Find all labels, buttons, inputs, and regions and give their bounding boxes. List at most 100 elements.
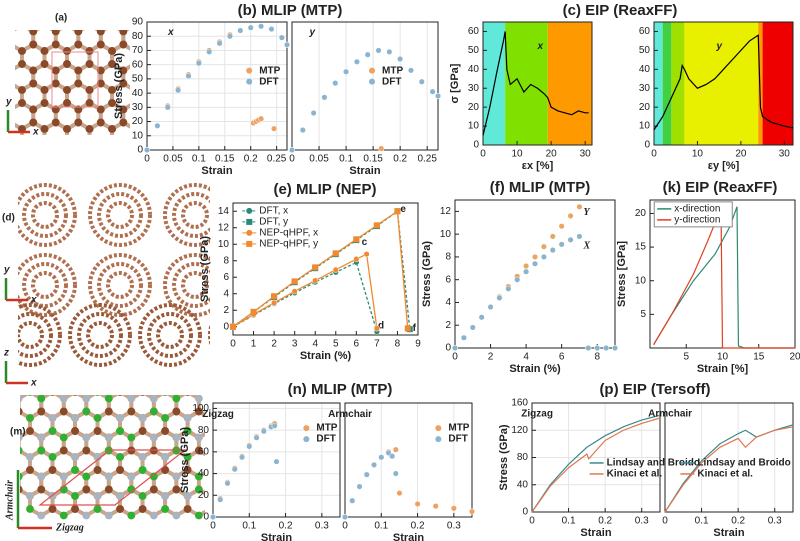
x-tick-label: 0.1	[242, 521, 256, 532]
atom	[18, 86, 26, 94]
atom	[127, 433, 136, 442]
y-tick-label: 0	[644, 140, 650, 151]
y-tick-label: 40	[517, 479, 529, 490]
marker	[321, 94, 328, 101]
marker	[164, 104, 171, 111]
atom	[52, 145, 60, 153]
marker	[373, 325, 380, 332]
cage	[86, 321, 114, 349]
atom	[142, 119, 150, 127]
y-tick-label: 0	[203, 512, 209, 523]
marker	[231, 466, 238, 473]
y-tick-label: 80	[198, 425, 210, 436]
atom	[29, 118, 38, 127]
atom	[51, 40, 60, 49]
atom	[116, 414, 124, 422]
legend-label: MTP	[316, 423, 337, 434]
atom	[194, 511, 203, 520]
marker	[514, 276, 521, 283]
atom	[20, 485, 23, 494]
y-axis-label: Stress (GPa)	[179, 427, 191, 493]
atom	[116, 466, 124, 474]
region	[547, 22, 592, 145]
cage	[181, 271, 209, 299]
marker	[226, 33, 234, 40]
marker	[271, 299, 278, 306]
x-axis-label: Strain (%)	[509, 363, 561, 375]
atom	[63, 138, 71, 146]
atom	[127, 485, 136, 494]
atom	[93, 427, 102, 435]
atom	[41, 138, 49, 146]
atom	[104, 485, 113, 494]
atom	[82, 395, 91, 403]
y-tick-label: 10	[218, 239, 230, 250]
atom	[116, 427, 124, 435]
y-tick-label: 60	[198, 446, 210, 457]
atom	[142, 106, 150, 114]
cage	[31, 271, 59, 299]
marker	[585, 344, 592, 352]
atom	[142, 41, 150, 49]
y-tick-label: 2	[445, 320, 451, 331]
y-tick-label: 15	[635, 242, 647, 253]
y-tick-label: 20	[639, 102, 651, 113]
atom	[104, 472, 113, 481]
y-tick-label: 40	[468, 64, 480, 75]
y-tick-label: 60	[132, 59, 144, 70]
axis-label: Zigzag	[55, 522, 84, 533]
marker	[343, 68, 350, 75]
chart-title: (p) EIP (Tersoff)	[599, 381, 710, 398]
x-tick-label: 7	[374, 339, 380, 350]
cage	[88, 253, 152, 317]
atom	[82, 407, 91, 416]
marker	[353, 58, 360, 65]
atom	[20, 407, 23, 416]
atom	[119, 105, 128, 114]
atom	[142, 67, 150, 75]
x-tick-label: 0.3	[447, 521, 461, 532]
marker	[217, 496, 224, 503]
marker	[594, 344, 601, 352]
x-tick-label: 0.2	[393, 154, 407, 165]
y-tick-label: 0	[445, 343, 451, 354]
y-tick-label: 80	[132, 31, 144, 42]
x-tick-label: 0.05	[163, 154, 183, 165]
atom	[140, 395, 146, 396]
atom	[142, 28, 150, 36]
y-axis-label: Stress (GPa)	[199, 236, 211, 302]
marker	[531, 253, 539, 260]
atom	[104, 511, 113, 520]
atom	[51, 105, 60, 114]
atom	[116, 505, 124, 513]
atom	[85, 86, 94, 94]
atom	[149, 511, 158, 520]
legend-box	[653, 201, 733, 228]
atom	[29, 105, 38, 114]
atom	[149, 395, 158, 403]
legend-swatch	[435, 436, 442, 443]
y-tick-label: 100	[192, 403, 209, 414]
y-tick-label: 50	[132, 74, 144, 85]
marker	[195, 60, 202, 67]
atom	[51, 118, 60, 127]
marker	[258, 115, 265, 122]
marker	[271, 293, 278, 300]
x-tick-label: 0	[651, 149, 657, 160]
marker	[363, 251, 370, 258]
chart-title: (n) MLIP (MTP)	[288, 381, 393, 398]
y-tick-label: 2	[223, 305, 229, 316]
atom	[138, 492, 147, 500]
line	[531, 417, 661, 513]
marker	[373, 222, 380, 229]
atom	[74, 105, 83, 114]
legend-label: DFT	[448, 434, 467, 445]
structure	[15, 28, 150, 153]
marker	[253, 434, 260, 441]
atom	[59, 472, 68, 481]
atom	[194, 446, 203, 455]
plot-frame	[531, 402, 661, 513]
atom	[20, 395, 23, 403]
marker	[246, 443, 253, 450]
y-tick-label: 14	[218, 206, 230, 217]
